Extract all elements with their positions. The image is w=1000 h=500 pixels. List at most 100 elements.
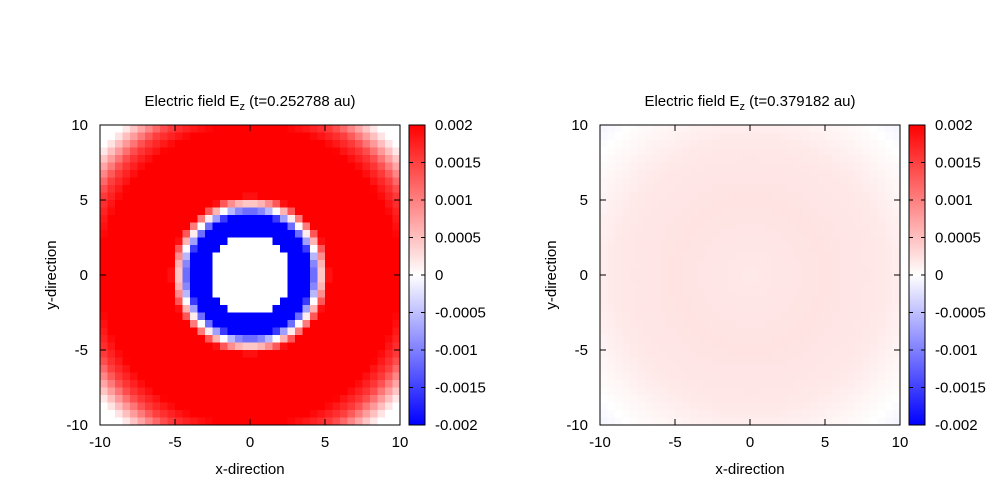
heatmap-cell <box>107 290 116 299</box>
heatmap-cell <box>765 305 774 314</box>
heatmap-cell <box>780 335 789 344</box>
heatmap-cell <box>735 372 744 381</box>
heatmap-cell <box>885 237 894 246</box>
heatmap-cell <box>295 222 304 231</box>
heatmap-cell <box>877 132 886 141</box>
heatmap-cell <box>750 200 759 209</box>
heatmap-cell <box>242 222 251 231</box>
heatmap-cell <box>855 327 864 336</box>
heatmap-cell <box>682 395 691 404</box>
heatmap-cell <box>735 320 744 329</box>
heatmap-cell <box>280 417 289 426</box>
heatmap-cell <box>190 260 199 269</box>
heatmap-cell <box>847 192 856 201</box>
heatmap-cell <box>750 380 759 389</box>
colorbar-tick-label: -0.0005 <box>935 305 986 322</box>
heatmap-cell <box>122 125 131 134</box>
heatmap-cell <box>840 245 849 254</box>
heatmap-cell <box>600 342 609 351</box>
heatmap-cell <box>220 222 229 231</box>
heatmap-cell <box>615 132 624 141</box>
heatmap-cell <box>377 230 386 239</box>
heatmap-cell <box>705 305 714 314</box>
heatmap-cell <box>272 410 281 419</box>
heatmap-cell <box>742 380 751 389</box>
heatmap-cell <box>600 357 609 366</box>
heatmap-cell <box>107 260 116 269</box>
heatmap-cell <box>257 290 266 299</box>
heatmap-cell <box>160 387 169 396</box>
heatmap-cell <box>152 395 161 404</box>
heatmap-cell <box>810 320 819 329</box>
heatmap-cell <box>765 417 774 426</box>
heatmap-cell <box>870 215 879 224</box>
heatmap-cell <box>735 365 744 374</box>
heatmap-cell <box>325 215 334 224</box>
heatmap-cell <box>810 230 819 239</box>
heatmap-cell <box>712 230 721 239</box>
heatmap-cell <box>862 357 871 366</box>
heatmap-cell <box>675 215 684 224</box>
heatmap-cell <box>272 357 281 366</box>
heatmap-cell <box>637 365 646 374</box>
heatmap-cell <box>385 357 394 366</box>
heatmap-cell <box>107 372 116 381</box>
heatmap-cell <box>772 275 781 284</box>
heatmap-cell <box>847 155 856 164</box>
heatmap-cell <box>607 222 616 231</box>
heatmap-cell <box>235 395 244 404</box>
heatmap-cell <box>182 252 191 261</box>
heatmap-cell <box>362 297 371 306</box>
heatmap-cell <box>295 125 304 134</box>
heatmap-cell <box>100 222 109 231</box>
heatmap-cell <box>227 155 236 164</box>
heatmap-cell <box>877 207 886 216</box>
heatmap-cell <box>697 132 706 141</box>
heatmap-cell <box>772 125 781 134</box>
heatmap-cell <box>727 320 736 329</box>
heatmap-cell <box>362 215 371 224</box>
heatmap-cell <box>287 350 296 359</box>
heatmap-cell <box>227 170 236 179</box>
heatmap-cell <box>355 252 364 261</box>
heatmap-cell <box>727 342 736 351</box>
heatmap-cell <box>167 410 176 419</box>
heatmap-cell <box>802 275 811 284</box>
heatmap-cell <box>697 410 706 419</box>
heatmap-cell <box>720 125 729 134</box>
heatmap-cell <box>742 132 751 141</box>
heatmap-cell <box>720 170 729 179</box>
heatmap-cell <box>100 155 109 164</box>
heatmap-cell <box>250 140 259 149</box>
heatmap-cell <box>682 320 691 329</box>
heatmap-cell <box>772 222 781 231</box>
heatmap-cell <box>295 237 304 246</box>
heatmap-cell <box>370 192 379 201</box>
heatmap-cell <box>825 185 834 194</box>
heatmap-cell <box>295 185 304 194</box>
heatmap-cell <box>137 417 146 426</box>
heatmap-cell <box>757 207 766 216</box>
heatmap-cell <box>182 170 191 179</box>
heatmap-cell <box>115 335 124 344</box>
heatmap-cell <box>742 365 751 374</box>
heatmap-cell <box>100 417 109 426</box>
heatmap-cell <box>152 312 161 321</box>
heatmap-cell <box>810 237 819 246</box>
heatmap-cell <box>862 132 871 141</box>
heatmap-cell <box>325 170 334 179</box>
heatmap-cell <box>385 200 394 209</box>
heatmap-cell <box>227 327 236 336</box>
heatmap-cell <box>130 297 139 306</box>
heatmap-cell <box>175 155 184 164</box>
heatmap-cell <box>832 275 841 284</box>
heatmap-cell <box>682 222 691 231</box>
heatmap-cell <box>832 335 841 344</box>
heatmap-cell <box>242 372 251 381</box>
heatmap-cell <box>742 170 751 179</box>
heatmap-cell <box>385 380 394 389</box>
heatmap-cell <box>137 410 146 419</box>
heatmap-cell <box>645 357 654 366</box>
heatmap-cell <box>355 230 364 239</box>
heatmap-cell <box>355 342 364 351</box>
